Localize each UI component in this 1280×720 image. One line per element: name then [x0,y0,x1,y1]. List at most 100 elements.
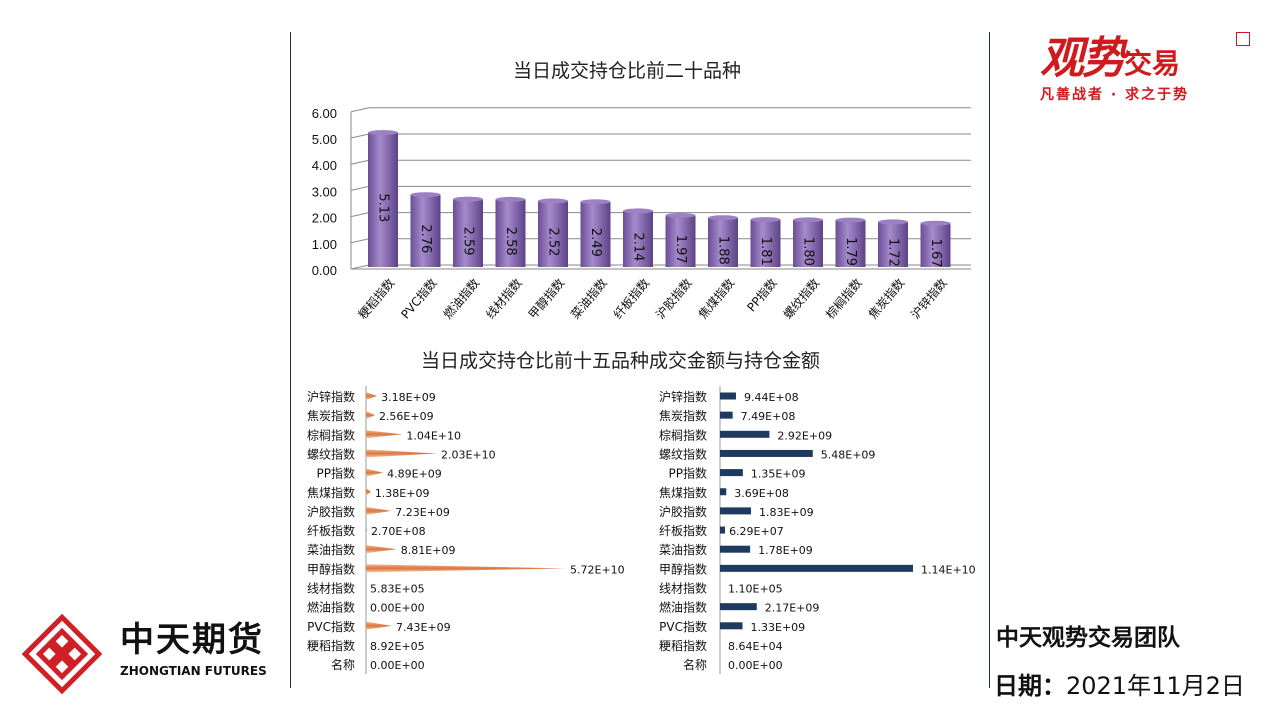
bar-value-label: 2.14 [631,232,646,261]
bar [366,506,392,515]
x-tick-label: 沪锌指数 [907,275,949,321]
category-label: 沪胶指数 [659,504,707,519]
bar-value-label: 2.52 [546,228,561,257]
bar-top [368,130,398,136]
bar-value-label: 7.43E+09 [396,621,451,634]
x-tick-label: 菜油指数 [567,275,609,321]
category-label: 粳稻指数 [659,638,707,653]
bar [720,622,743,630]
bar [720,411,733,419]
bar-value-label: 1.81 [758,237,773,266]
bar-value-label: 9.44E+08 [744,391,799,404]
bar-top [793,217,823,223]
bar [720,488,727,496]
bar-value-label: 1.83E+09 [759,506,814,519]
zhongtian-emblem-icon [21,613,103,695]
category-label: PP指数 [317,466,355,481]
category-label: 焦炭指数 [659,408,707,423]
bar [538,200,568,267]
bar-value-label: 0.00E+00 [728,659,783,672]
y-tick-label: 4.00 [312,158,337,173]
category-label: 线材指数 [307,581,355,596]
bar-value-label: 4.89E+09 [387,468,442,481]
bar [495,199,526,267]
bar-value-label: 1.35E+09 [751,468,806,481]
y-tick-label: 5.00 [312,132,337,147]
bar-value-label: 1.38E+09 [375,487,430,500]
chart1-title: 当日成交持仓比前二十品种 [513,60,742,82]
category-label: 甲醇指数 [307,561,355,576]
chart-panel: 当日成交持仓比前二十品种 当日成交持仓比前十五品种成交金额与持仓金额 0.00 1… [290,32,990,688]
bar [720,545,751,553]
x-tick-label: 沪胶指数 [652,275,694,321]
bar-top [538,198,568,204]
logo-main-text: 观势 [1040,33,1126,84]
bar-value-label: 1.33E+09 [751,621,806,634]
bar-value-label: 2.17E+09 [765,602,820,615]
team-name: 中天观势交易团队 [996,625,1180,651]
bar [835,220,866,267]
bar [366,449,437,458]
category-label: 菜油指数 [307,542,355,557]
bar [366,526,367,535]
category-label: 菜油指数 [659,542,707,557]
bar-value-label: 3.18E+09 [381,391,436,404]
category-label: 燃油指数 [307,600,355,615]
date-label: 日期： [994,672,1066,700]
axis-tick [350,107,370,113]
bar [720,449,813,457]
bar [580,201,611,267]
x-tick-label: 焦炭指数 [865,275,907,321]
axis-tick [350,264,370,270]
category-label: PVC指数 [659,619,707,634]
bar [793,219,823,267]
category-label: 螺纹指数 [659,446,707,461]
category-label: 焦炭指数 [307,408,355,423]
category-label: 甲醇指数 [659,561,707,576]
bar-value-label: 0.00E+00 [370,602,425,615]
bar [410,194,441,267]
category-label: 线材指数 [659,581,707,596]
x-tick-label: 焦煤指数 [695,275,737,321]
x-tick-label: 螺纹指数 [780,275,822,321]
bar-value-label: 1.78E+09 [758,544,813,557]
bar [366,545,397,554]
bar [720,564,913,572]
bar-value-label: 1.88 [716,236,731,265]
logo-sub-text: 交易 [1124,47,1181,80]
logo-slogan: 凡善战者 · 求之于势 [1040,87,1190,103]
category-label: 粳稻指数 [307,638,355,653]
bar [708,217,738,267]
bar-value-label: 1.79 [843,237,858,266]
bar [878,221,908,267]
y-tick-label: 6.00 [312,106,337,121]
category-label: 棕榈指数 [307,427,355,442]
bar-top [665,212,696,218]
bar-value-label: 2.03E+10 [441,448,496,461]
bar [366,430,403,439]
x-tick-label: 纤板指数 [610,275,652,321]
bar-value-label: 2.58 [503,227,518,256]
bar [366,468,384,477]
axis-tick [350,212,370,218]
category-label: 沪锌指数 [659,389,707,404]
bar-value-label: 1.04E+10 [406,429,461,442]
bar-top [623,208,653,214]
axis-tick [350,238,370,244]
bar-top [920,220,951,226]
y-tick-label: 2.00 [312,211,337,226]
category-label: 名称 [331,657,355,672]
bar-value-label: 2.49 [588,228,603,257]
bar-value-label: 6.29E+07 [729,525,784,538]
category-label: 沪胶指数 [307,504,355,519]
bar [750,219,781,267]
bar [366,621,392,630]
bar [366,392,378,400]
bar-value-label: 8.64E+04 [728,640,783,653]
category-label: 纤板指数 [659,523,707,538]
guanshi-logo: 观势交易 凡善战者 · 求之于势 [1040,22,1250,104]
bar-value-label: 2.59 [461,227,476,256]
axis-tick [350,133,370,139]
seal-icon [1236,32,1250,46]
category-label: 纤板指数 [307,523,355,538]
